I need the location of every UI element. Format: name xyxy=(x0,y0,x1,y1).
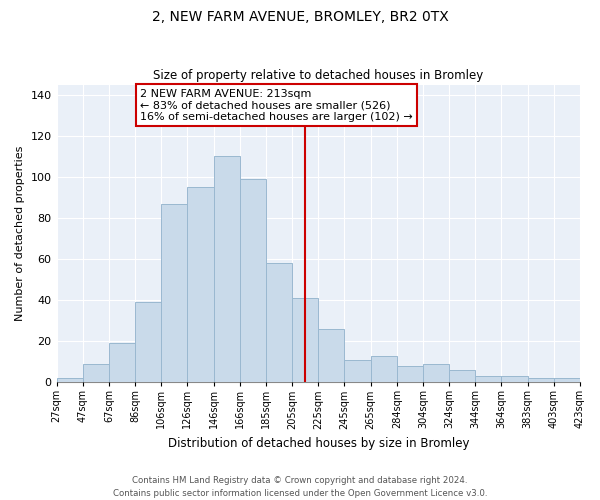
Text: Contains HM Land Registry data © Crown copyright and database right 2024.
Contai: Contains HM Land Registry data © Crown c… xyxy=(113,476,487,498)
Bar xyxy=(371,356,397,382)
Bar xyxy=(397,366,423,382)
Bar xyxy=(266,263,292,382)
Bar xyxy=(83,364,109,382)
Bar xyxy=(161,204,187,382)
Bar xyxy=(449,370,475,382)
Text: 2, NEW FARM AVENUE, BROMLEY, BR2 0TX: 2, NEW FARM AVENUE, BROMLEY, BR2 0TX xyxy=(152,10,448,24)
Bar xyxy=(527,378,554,382)
Bar xyxy=(187,187,214,382)
Bar xyxy=(344,360,371,382)
Bar xyxy=(56,378,83,382)
Bar xyxy=(292,298,318,382)
Bar xyxy=(423,364,449,382)
Bar xyxy=(554,378,580,382)
Title: Size of property relative to detached houses in Bromley: Size of property relative to detached ho… xyxy=(153,69,484,82)
Bar xyxy=(214,156,240,382)
Y-axis label: Number of detached properties: Number of detached properties xyxy=(15,146,25,321)
Bar xyxy=(240,179,266,382)
Bar xyxy=(135,302,161,382)
X-axis label: Distribution of detached houses by size in Bromley: Distribution of detached houses by size … xyxy=(167,437,469,450)
Bar xyxy=(318,329,344,382)
Bar xyxy=(109,343,135,382)
Text: 2 NEW FARM AVENUE: 213sqm
← 83% of detached houses are smaller (526)
16% of semi: 2 NEW FARM AVENUE: 213sqm ← 83% of detac… xyxy=(140,88,413,122)
Bar xyxy=(475,376,502,382)
Bar xyxy=(502,376,527,382)
